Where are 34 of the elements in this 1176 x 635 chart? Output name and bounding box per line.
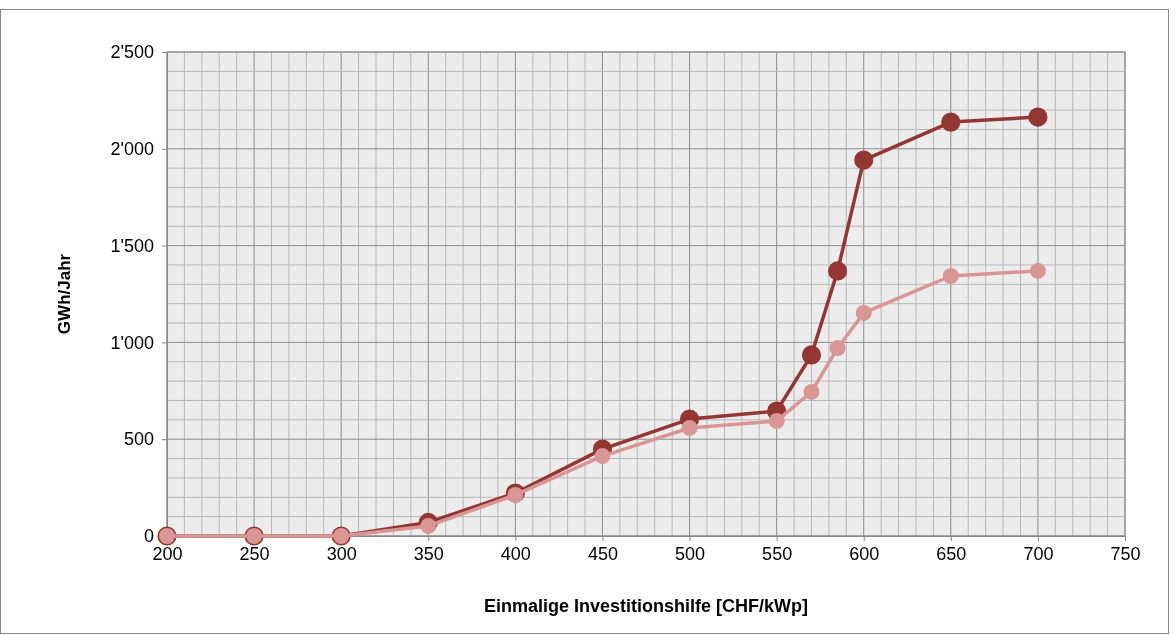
y-tick-label: 0 xyxy=(143,526,154,547)
x-tick-label: 350 xyxy=(413,543,444,564)
point xyxy=(829,340,846,356)
y-tick-label: 1'000 xyxy=(110,332,154,353)
point xyxy=(941,112,961,132)
point xyxy=(855,305,872,321)
x-tick-label: 700 xyxy=(1023,543,1054,564)
x-tick-label: 250 xyxy=(239,543,270,564)
point xyxy=(942,268,959,284)
point xyxy=(420,517,437,534)
x-tick-label: 650 xyxy=(936,543,967,564)
y-tick-label: 2'000 xyxy=(110,139,154,160)
y-tick-label: 500 xyxy=(123,429,154,450)
y-tick-label: 2'500 xyxy=(110,42,154,63)
x-tick-label: 200 xyxy=(152,543,183,564)
point xyxy=(801,345,822,365)
point xyxy=(1028,107,1048,127)
point xyxy=(1029,263,1046,279)
x-tick-label: 450 xyxy=(587,543,618,564)
point xyxy=(827,261,848,281)
x-tick-label: 300 xyxy=(326,543,357,564)
x-tick-label: 500 xyxy=(675,543,706,564)
x-tick-label: 600 xyxy=(849,543,880,564)
x-tick-label: 750 xyxy=(1110,543,1141,564)
y-axis-title: GWh/Jahr xyxy=(55,253,74,335)
y-tick-label: 1'500 xyxy=(110,235,154,256)
point xyxy=(803,384,820,400)
point xyxy=(594,448,611,465)
x-tick-label: 400 xyxy=(500,543,531,564)
x-tick-label: 550 xyxy=(762,543,793,564)
point xyxy=(854,150,874,170)
point xyxy=(681,420,698,436)
point xyxy=(768,413,785,429)
x-axis-title: Einmalige Investitionshilfe [CHF/kWp] xyxy=(483,596,809,616)
